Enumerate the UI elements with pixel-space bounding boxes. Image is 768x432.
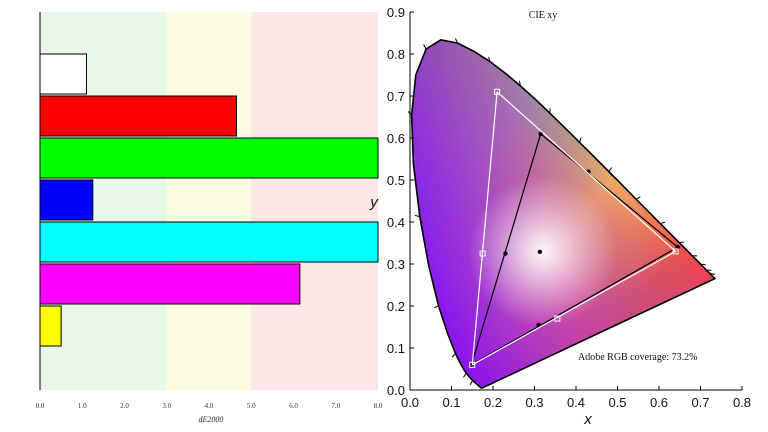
locus-tick-38: [608, 167, 613, 172]
bar-x-tick-7: 7.0: [331, 402, 340, 410]
locus-tick-26: [423, 44, 427, 50]
locus-tick-28: [454, 38, 458, 44]
locus-tick-40: [635, 196, 641, 200]
gamut-0-marker-1: [675, 245, 680, 250]
cie-x-tick-6: 0.6: [650, 395, 668, 410]
cie-axes: 0.0 0.1 0.2 0.3 0.4 0.5 0.6 0.7 0.8 0.0 0.1 0.2 0.3 0…: [387, 5, 751, 410]
locus-tick-30: [488, 56, 491, 62]
bar-1: [39, 95, 237, 137]
gamut-1-marker-4: [554, 315, 561, 322]
cie-y-tick-1: 0.1: [387, 341, 405, 356]
cie-y-tick-6: 0.6: [387, 131, 405, 146]
bar-x-tick-1: 1.0: [78, 402, 87, 410]
cie-x-tick-8: 0.8: [733, 395, 751, 410]
locus-tick-14: [469, 380, 474, 386]
cie-x-tick-1: 0.1: [442, 395, 460, 410]
coverage-annotation: Adobe RGB coverage: 73.2%: [578, 352, 697, 363]
locus-tick-36: [579, 137, 582, 143]
bar-4: [39, 221, 379, 263]
cie-xy-chart: 0.0 0.1 0.2 0.3 0.4 0.5 0.6 0.7 0.8 0.0 0.1 0.2 0.3 0…: [369, 5, 751, 428]
bar-x-tick-6: 6.0: [289, 402, 298, 410]
bar-x-tick-4: 4.0: [205, 402, 214, 410]
cie-x-tick-4: 0.4: [567, 395, 585, 410]
bar-x-tick-8: 8.0: [374, 402, 383, 410]
gamut-0-marker-3: [503, 251, 508, 256]
cie-title: CIE xy: [529, 10, 558, 21]
de2000-bar-chart: 0.0 1.0 2.0 3.0 4.0 5.0 6.0 7.0 8.0 dE2000: [36, 12, 383, 424]
cie-y-tick-0: 0.0: [387, 383, 405, 398]
gamut-1-marker-1: [672, 248, 679, 255]
locus-tick-16: [463, 372, 467, 378]
locus-tick-22: [414, 214, 420, 218]
locus-tick-52: [709, 273, 716, 275]
locus-tick-32: [519, 80, 521, 86]
bar-x-tick-0: 0.0: [36, 402, 45, 410]
bar-x-ticks: 0.0 1.0 2.0 3.0 4.0 5.0 6.0 7.0 8.0: [36, 402, 383, 410]
cie-y-tick-4: 0.4: [387, 215, 405, 230]
locus-tick-18: [451, 353, 456, 358]
bar-5: [39, 263, 301, 305]
cie-y-tick-9: 0.9: [387, 5, 405, 20]
cie-series: [469, 88, 680, 368]
cie-y-tick-7: 0.7: [387, 89, 405, 104]
gamut-0-marker-5: [536, 322, 541, 328]
bar-x-axis-label: dE2000: [199, 415, 224, 424]
cie-x-tick-2: 0.2: [484, 395, 502, 410]
spectral-locus-fill: [411, 39, 715, 389]
bar-x-tick-2: 2.0: [120, 402, 129, 410]
locus-tick-50: [706, 269, 712, 271]
cie-y-tick-3: 0.3: [387, 257, 405, 272]
bar-6: [39, 305, 62, 347]
bar-zones: [40, 12, 378, 390]
bar-3: [39, 179, 94, 221]
locus-tick-42: [660, 221, 666, 224]
cie-x-axis-label: x: [583, 411, 592, 428]
cie-y-tick-8: 0.8: [387, 47, 405, 62]
locus-tick-20: [433, 305, 439, 309]
spectral-locus-outline: [410, 38, 716, 389]
gamut-line-0: [470, 133, 679, 367]
cie-x-tick-5: 0.5: [608, 395, 626, 410]
bar-2: [39, 137, 379, 179]
bar-x-tick-5: 5.0: [247, 402, 256, 410]
cie-y-axis-label: y: [369, 194, 379, 211]
cie-x-tick-7: 0.7: [691, 395, 709, 410]
cie-x-tick-0: 0.0: [401, 395, 419, 410]
cie-x-tick-3: 0.3: [525, 395, 543, 410]
bar-x-tick-3: 3.0: [162, 402, 171, 410]
gamut-1-marker-3: [479, 250, 486, 257]
cie-y-tick-5: 0.5: [387, 173, 405, 188]
bar-zone-1: [166, 12, 252, 390]
cie-y-tick-2: 0.2: [387, 299, 405, 314]
bar-0: [39, 53, 87, 95]
bar-zone-2: [251, 12, 378, 390]
gamut-0-marker-6: [537, 249, 543, 255]
locus-white-layer: [468, 175, 618, 327]
gamut-line-1: [471, 91, 677, 366]
bar-series: [39, 53, 379, 347]
gamut-1-marker-2: [469, 361, 476, 368]
gamut-1-marker-0: [494, 88, 501, 95]
spectral-locus-ticks: [407, 38, 716, 386]
gamut-0-marker-0: [538, 131, 543, 136]
